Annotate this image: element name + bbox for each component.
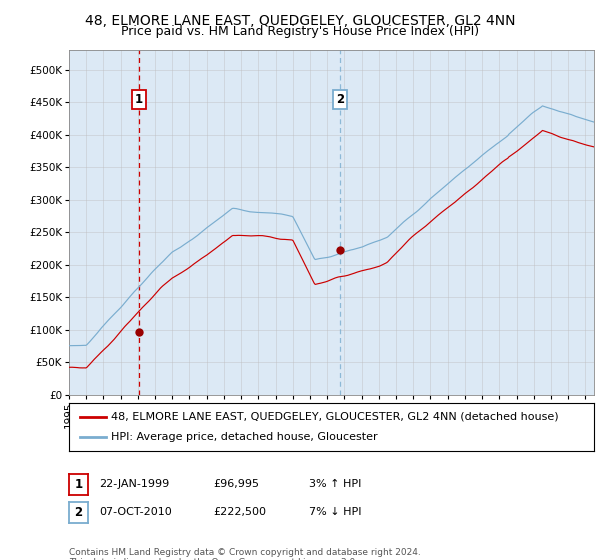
Text: 2: 2: [74, 506, 83, 519]
Text: 07-OCT-2010: 07-OCT-2010: [99, 507, 172, 517]
Text: £96,995: £96,995: [213, 479, 259, 489]
Text: 1: 1: [135, 92, 143, 106]
Text: 48, ELMORE LANE EAST, QUEDGELEY, GLOUCESTER, GL2 4NN: 48, ELMORE LANE EAST, QUEDGELEY, GLOUCES…: [85, 14, 515, 28]
Text: HPI: Average price, detached house, Gloucester: HPI: Average price, detached house, Glou…: [111, 432, 377, 442]
Text: This data is licensed under the Open Government Licence v3.0.: This data is licensed under the Open Gov…: [69, 558, 358, 560]
Text: 3% ↑ HPI: 3% ↑ HPI: [309, 479, 361, 489]
Text: Price paid vs. HM Land Registry's House Price Index (HPI): Price paid vs. HM Land Registry's House …: [121, 25, 479, 38]
Text: £222,500: £222,500: [213, 507, 266, 517]
Text: 22-JAN-1999: 22-JAN-1999: [99, 479, 169, 489]
Text: Contains HM Land Registry data © Crown copyright and database right 2024.: Contains HM Land Registry data © Crown c…: [69, 548, 421, 557]
Text: 7% ↓ HPI: 7% ↓ HPI: [309, 507, 361, 517]
Text: 2: 2: [337, 92, 344, 106]
Text: 48, ELMORE LANE EAST, QUEDGELEY, GLOUCESTER, GL2 4NN (detached house): 48, ELMORE LANE EAST, QUEDGELEY, GLOUCES…: [111, 412, 559, 422]
Text: 1: 1: [74, 478, 83, 491]
